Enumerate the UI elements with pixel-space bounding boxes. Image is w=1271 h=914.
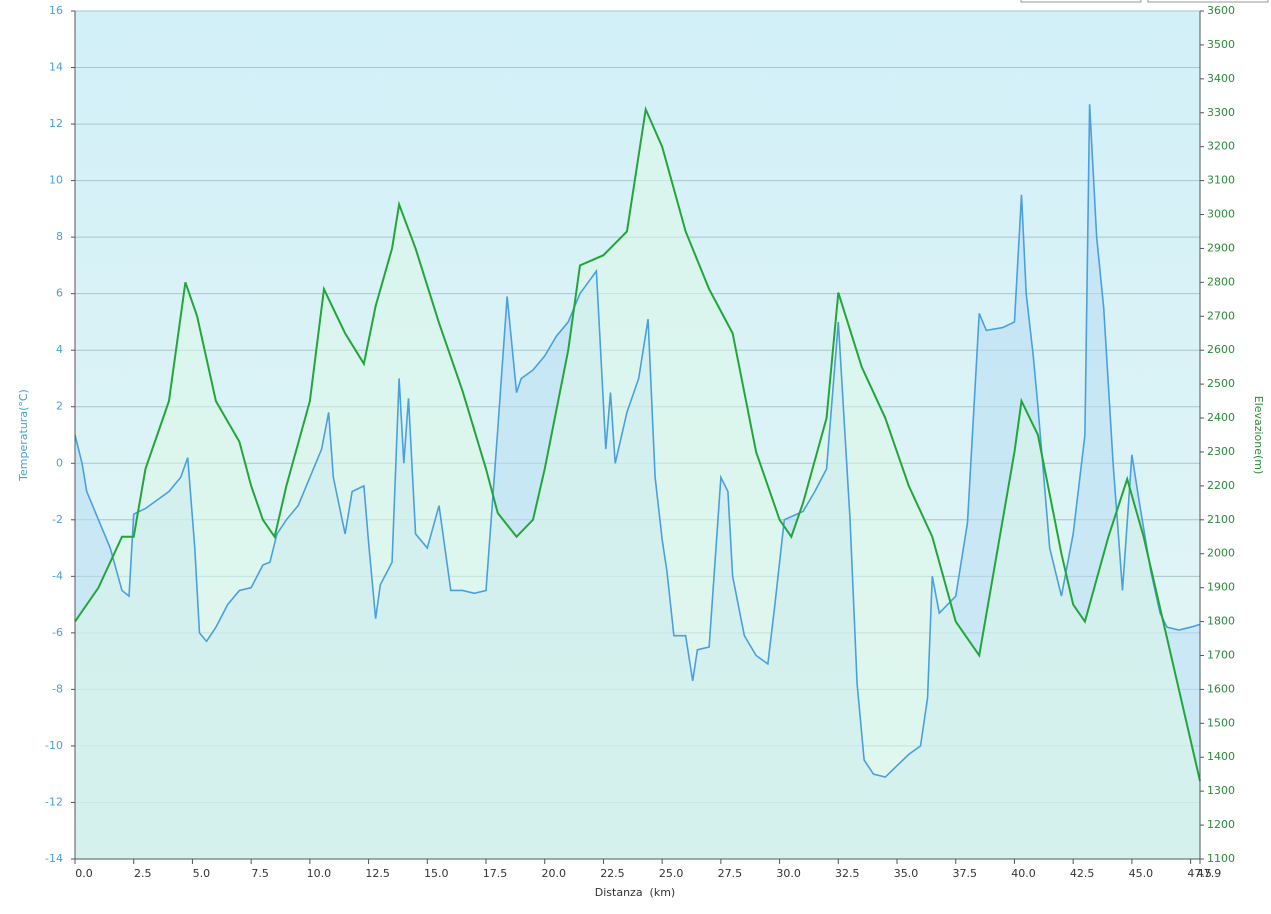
y2-tick-label: 2900 bbox=[1207, 241, 1235, 254]
button[interactable] bbox=[1147, 0, 1269, 3]
y2-tick-label: 3100 bbox=[1207, 174, 1235, 187]
y2-tick-label: 3300 bbox=[1207, 106, 1235, 119]
y2-tick-label: 1600 bbox=[1207, 682, 1235, 695]
y-tick-label: 10 bbox=[49, 174, 63, 187]
x-tick-label: 35.0 bbox=[894, 867, 919, 880]
x-tick-label: 20.0 bbox=[541, 867, 566, 880]
y2-tick-label: 3400 bbox=[1207, 72, 1235, 85]
y-tick-label: -4 bbox=[52, 569, 63, 582]
x-tick-label: 17.5 bbox=[483, 867, 508, 880]
y-tick-label: -2 bbox=[52, 513, 63, 526]
y2-tick-label: 1300 bbox=[1207, 784, 1235, 797]
y2-tick-label: 2500 bbox=[1207, 377, 1235, 390]
y-tick-label: 6 bbox=[56, 287, 63, 300]
marks bbox=[74, 104, 1201, 860]
x-tick-label: 30.0 bbox=[776, 867, 801, 880]
y2-tick-label: 2300 bbox=[1207, 445, 1235, 458]
y2-tick-label: 3600 bbox=[1207, 4, 1235, 17]
y2-tick-label: 1200 bbox=[1207, 818, 1235, 831]
y2-tick-label: 2400 bbox=[1207, 411, 1235, 424]
y2-tick-label: 2000 bbox=[1207, 547, 1235, 560]
area bbox=[75, 109, 1200, 860]
x-tick-label: 7.5 bbox=[251, 867, 269, 880]
y-tick-label: -10 bbox=[45, 739, 63, 752]
labels: -14 -12 -10 -8 -6 -4 -2 0 2 4 6 8 10 12 14 16 1100 1200 13… bbox=[45, 4, 1235, 880]
y2-tick-label: 2200 bbox=[1207, 479, 1235, 492]
y-tick-label: 0 bbox=[56, 456, 63, 469]
x-tick-label: 25.0 bbox=[659, 867, 684, 880]
y2-tick-label: 1700 bbox=[1207, 648, 1235, 661]
x-tick-label: 2.5 bbox=[134, 867, 152, 880]
x-tick-label: 15.0 bbox=[424, 867, 449, 880]
y2-tick-label: 2100 bbox=[1207, 513, 1235, 526]
y2-tick-label: 3000 bbox=[1207, 208, 1235, 221]
y2-tick-label: 3500 bbox=[1207, 38, 1235, 51]
y2-tick-label: 1900 bbox=[1207, 581, 1235, 594]
x-tick-label: 47.9 bbox=[1197, 867, 1222, 880]
y-tick-label: -12 bbox=[45, 795, 63, 808]
y-tick-label: -14 bbox=[45, 852, 63, 865]
x-tick-label: 45.0 bbox=[1129, 867, 1154, 880]
x-tick-label: 0.0 bbox=[75, 867, 93, 880]
y2-axis-label: Elevazione(m) bbox=[1252, 396, 1265, 475]
x-tick-label: 32.5 bbox=[835, 867, 860, 880]
y2-tick-label: 3200 bbox=[1207, 140, 1235, 153]
y-tick-label: -6 bbox=[52, 626, 63, 639]
x-tick-label: 12.5 bbox=[365, 867, 390, 880]
x-tick-label: 10.0 bbox=[307, 867, 332, 880]
y-tick-label: 4 bbox=[56, 343, 63, 356]
y2-tick-label: 2800 bbox=[1207, 275, 1235, 288]
y2-tick-label: 1400 bbox=[1207, 750, 1235, 763]
y-tick-label: 16 bbox=[49, 4, 63, 17]
y-tick-label: 8 bbox=[56, 230, 63, 243]
y-axis-label: Temperatura(°C) bbox=[17, 389, 30, 482]
x-tick-label: 37.5 bbox=[952, 867, 977, 880]
y2-tick-label: 1100 bbox=[1207, 852, 1235, 865]
x-tick-label: 47.5 bbox=[1187, 867, 1212, 880]
x-tick-label: 42.5 bbox=[1070, 867, 1095, 880]
y-tick-label: 14 bbox=[49, 61, 63, 74]
x-tick-label: 27.5 bbox=[718, 867, 743, 880]
x-tick-label: 22.5 bbox=[600, 867, 625, 880]
y-tick-label: 2 bbox=[56, 400, 63, 413]
y-tick-label: -8 bbox=[52, 682, 63, 695]
y2-tick-label: 2700 bbox=[1207, 309, 1235, 322]
x-tick-label: 40.0 bbox=[1011, 867, 1036, 880]
y2-tick-label: 2600 bbox=[1207, 343, 1235, 356]
y2-tick-label: 1800 bbox=[1207, 615, 1235, 628]
y2-tick-label: 1500 bbox=[1207, 716, 1235, 729]
button[interactable] bbox=[1020, 0, 1142, 3]
x-axis-label: Distanza (km) bbox=[595, 886, 675, 899]
x-tick-label: 5.0 bbox=[193, 867, 211, 880]
series-line bbox=[74, 105, 1201, 782]
y-tick-label: 12 bbox=[49, 117, 63, 130]
series-line bbox=[74, 104, 1201, 778]
